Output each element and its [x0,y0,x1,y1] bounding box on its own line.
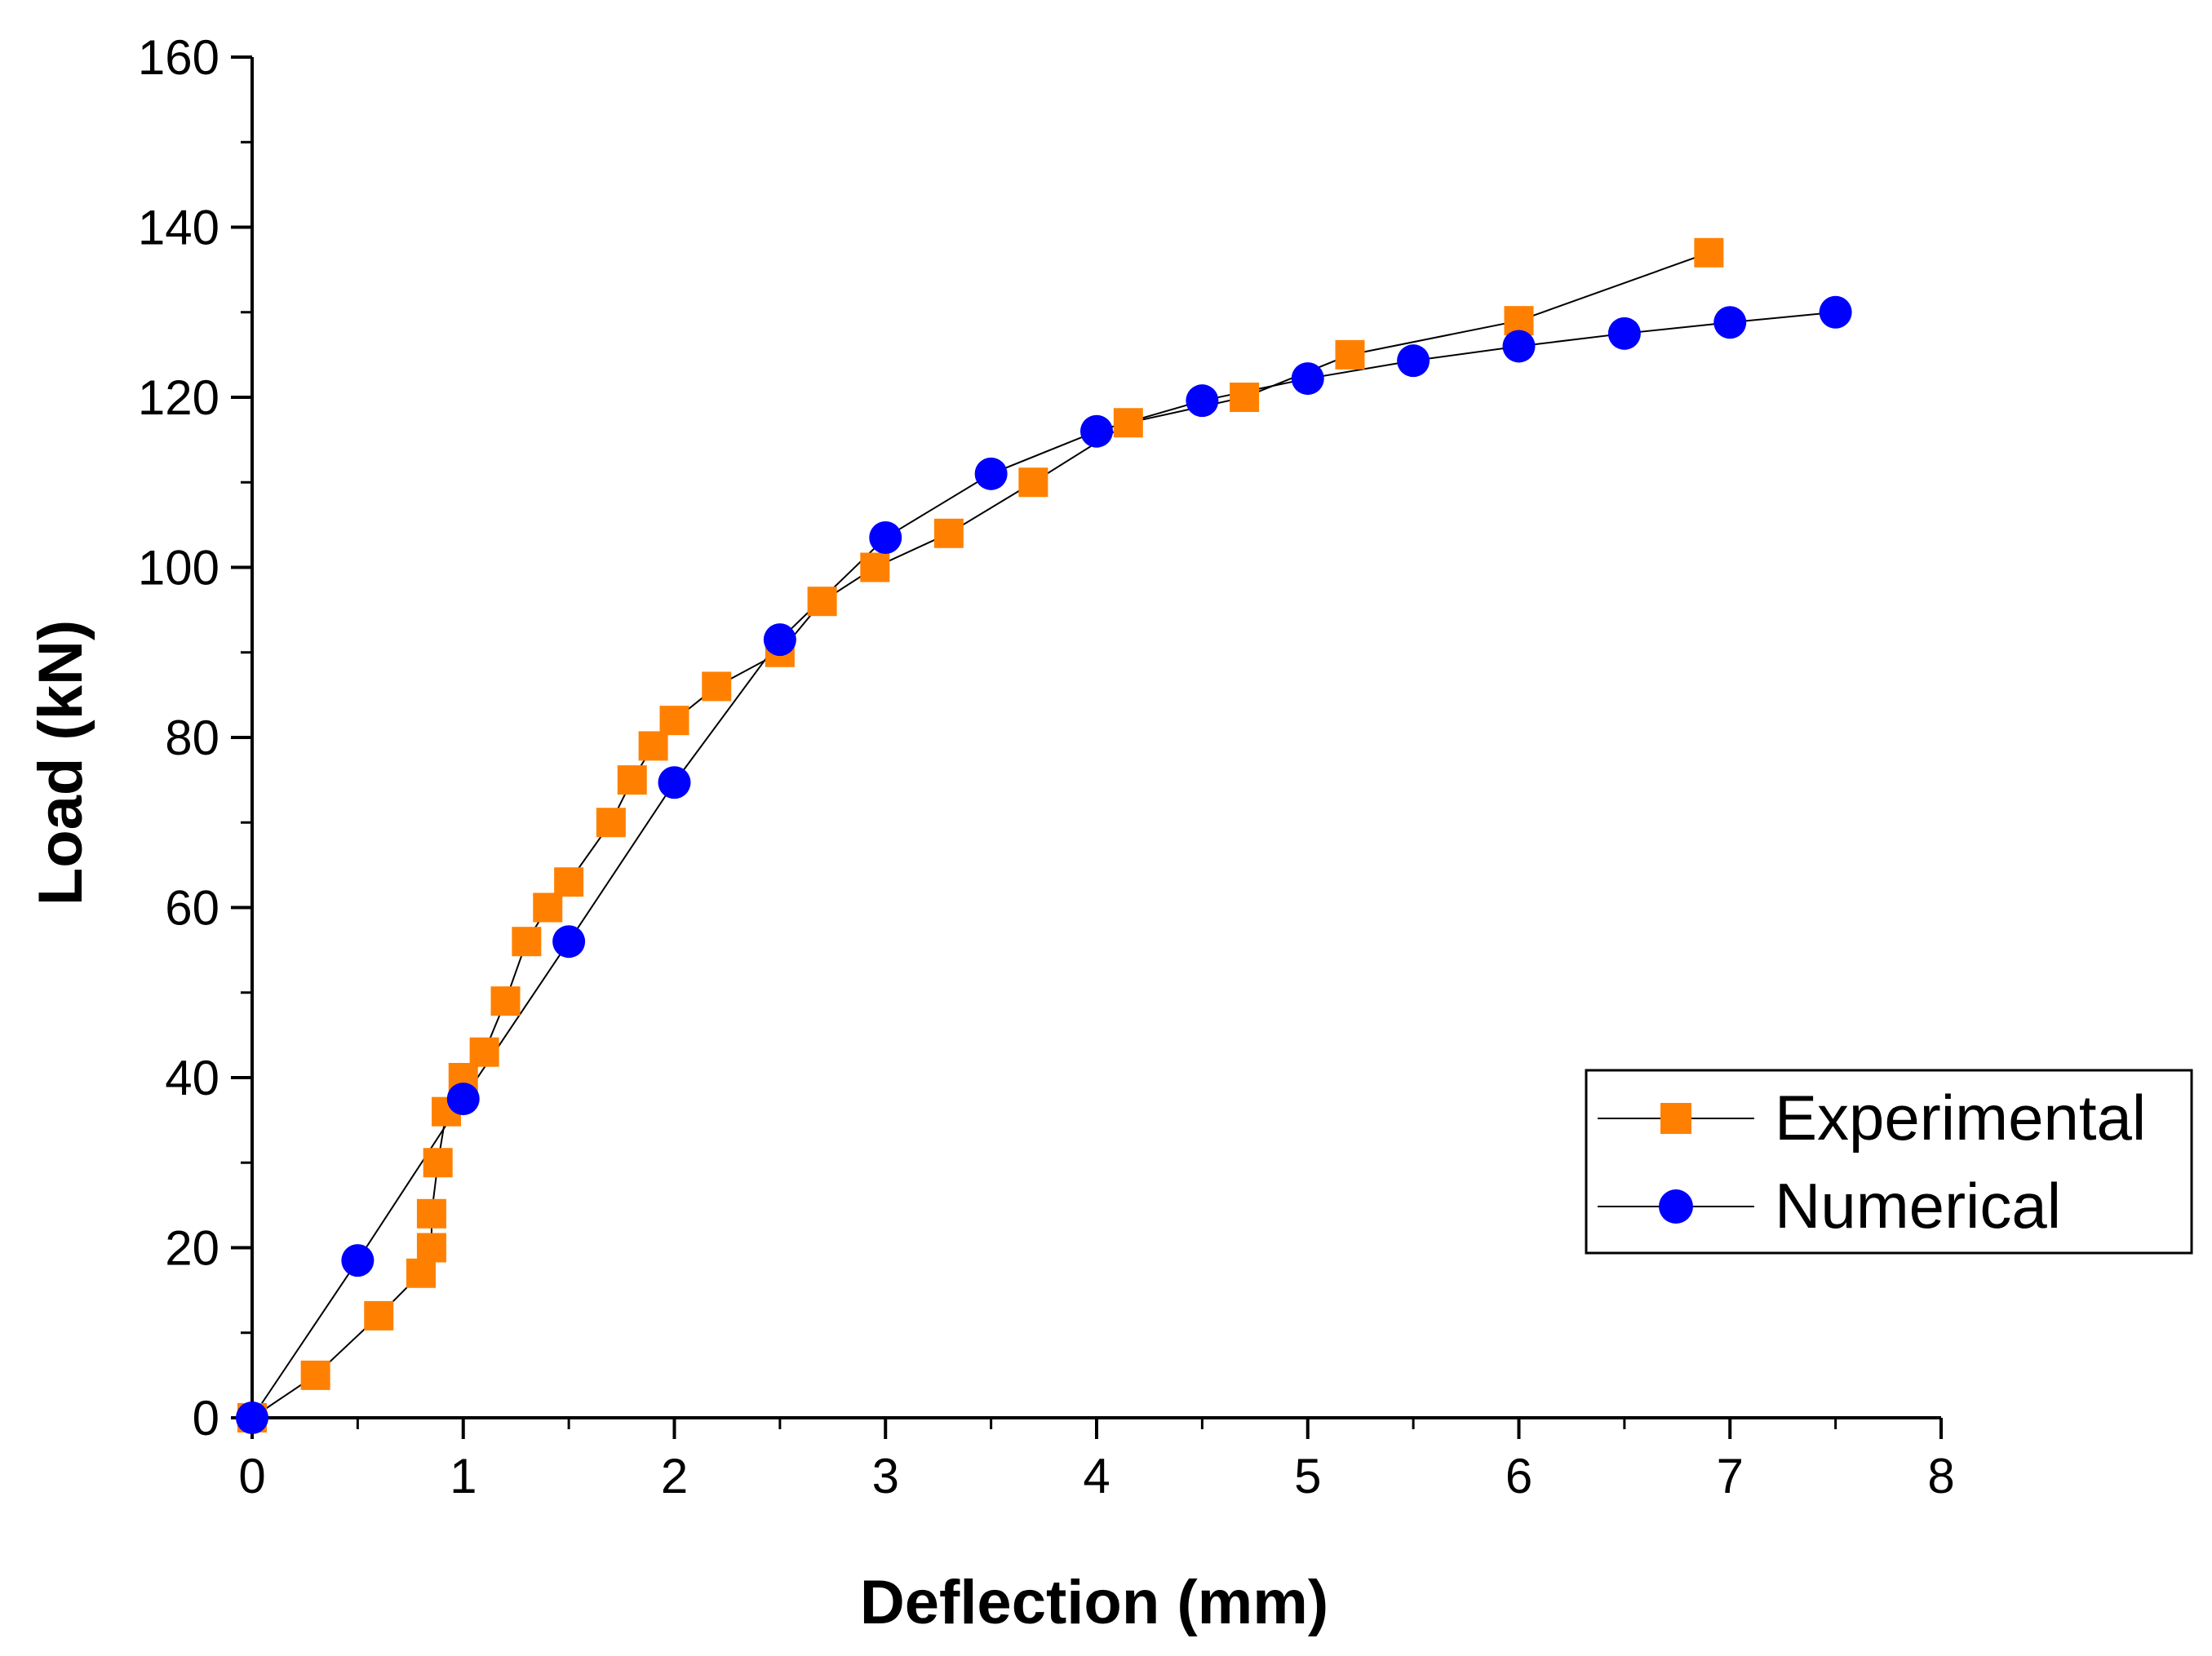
data-point-numerical [1397,344,1430,378]
data-point-numerical [658,766,691,799]
data-point-experimental [860,552,890,582]
data-point-experimental [533,892,563,923]
legend: Experimental Numerical [1585,1069,2193,1255]
data-point-experimental [1018,467,1048,498]
data-point-experimental [1694,237,1724,268]
y-tick-label: 60 [165,881,219,936]
y-tick-label: 0 [193,1391,219,1446]
data-point-experimental [364,1300,394,1331]
y-tick-label: 120 [138,370,219,425]
legend-marker-numerical [1659,1189,1693,1224]
x-tick-label: 6 [1505,1449,1532,1503]
x-tick-label: 7 [1717,1449,1744,1503]
data-point-experimental [490,986,521,1016]
y-tick-label: 40 [165,1051,219,1105]
legend-box [1585,1069,2193,1255]
data-point-numerical [446,1083,480,1116]
series-line-numerical [251,311,1836,1419]
x-tick-label: 1 [450,1449,477,1503]
data-point-experimental [596,808,626,838]
data-point-numerical [1607,317,1641,350]
data-point-experimental [702,671,732,702]
data-point-experimental [469,1037,499,1067]
data-point-experimental [554,867,584,897]
data-point-numerical [341,1244,375,1277]
data-point-experimental [1113,408,1143,438]
x-tick-label: 3 [872,1449,899,1503]
y-tick-label: 80 [165,711,219,765]
series-line-experimental [251,251,1709,1419]
data-point-numerical [763,623,796,657]
x-tick-label: 5 [1294,1449,1321,1503]
data-point-experimental [406,1258,436,1288]
legend-marker-experimental [1660,1103,1691,1134]
x-tick-label: 8 [1927,1449,1954,1503]
series-markers [236,237,1852,1434]
y-tick-label: 160 [138,30,219,85]
data-point-experimental [512,927,542,957]
data-point-experimental [1335,339,1365,370]
data-point-numerical [1080,414,1113,448]
data-point-experimental [617,765,647,795]
data-point-numerical [869,521,902,555]
data-point-numerical [1713,306,1747,339]
data-point-numerical [974,457,1008,490]
x-tick-label: 0 [238,1449,265,1503]
data-point-experimental [1230,383,1260,412]
data-point-experimental [933,518,964,548]
data-point-experimental [659,706,689,736]
data-point-numerical [552,925,586,959]
data-point-experimental [807,587,837,617]
data-point-experimental [423,1148,453,1178]
legend-label-numerical: Numerical [1775,1170,2061,1242]
x-axis-title: Deflection (mm) [860,1568,1328,1637]
data-point-numerical [1502,330,1536,363]
y-tick-label: 100 [138,541,219,596]
y-tick-label: 20 [165,1221,219,1276]
data-point-numerical [236,1401,268,1434]
data-point-experimental [416,1198,446,1229]
data-point-experimental [416,1233,446,1263]
x-tick-label: 2 [661,1449,688,1503]
data-point-numerical [1186,384,1219,418]
x-tick-label: 4 [1083,1449,1110,1503]
y-axis-title: Load (kN) [26,620,95,905]
data-point-experimental [300,1360,330,1390]
data-point-numerical [1819,295,1852,329]
data-point-numerical [1291,362,1324,396]
y-tick-label: 140 [138,201,219,255]
legend-label-experimental: Experimental [1775,1082,2146,1153]
data-point-experimental [638,731,668,761]
